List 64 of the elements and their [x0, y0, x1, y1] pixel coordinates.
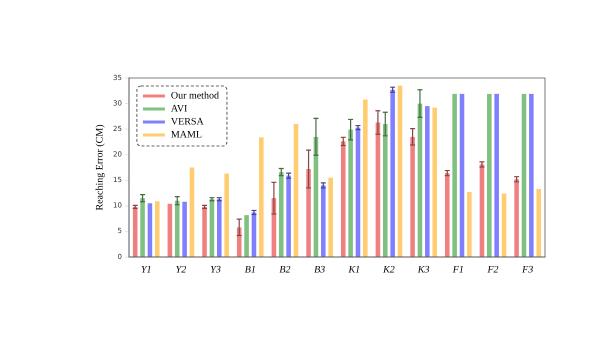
bar	[418, 104, 422, 256]
bar	[174, 200, 180, 256]
bar	[502, 194, 506, 256]
bar	[536, 188, 541, 256]
bar	[202, 206, 207, 256]
bar	[294, 124, 298, 256]
bar	[216, 199, 222, 256]
x-tick-label: K2	[382, 264, 395, 276]
bar	[522, 94, 526, 256]
bar	[340, 141, 346, 256]
bar	[252, 212, 256, 256]
bar	[432, 108, 437, 256]
bar	[382, 124, 388, 256]
x-tick-label: B2	[279, 264, 290, 276]
x-tick-label: F1	[452, 264, 464, 276]
bar	[328, 178, 333, 256]
legend-label: Our method	[170, 90, 219, 102]
x-tick-label: Y2	[176, 264, 186, 276]
x-tick-label: F2	[486, 264, 499, 276]
bar	[363, 99, 368, 256]
bar	[259, 137, 264, 256]
bar	[425, 106, 430, 256]
bar	[182, 202, 187, 256]
x-tick-label: F3	[521, 264, 534, 276]
bar	[132, 206, 138, 256]
x-tick-label: K3	[416, 264, 430, 276]
bar	[286, 176, 291, 256]
bar	[244, 215, 249, 256]
bar	[321, 185, 326, 256]
bar	[314, 136, 318, 256]
legend-label: MAML	[170, 130, 202, 141]
bar	[398, 86, 402, 256]
bar	[356, 128, 360, 256]
bar	[487, 94, 492, 256]
bar	[140, 198, 145, 256]
bar	[452, 94, 457, 256]
y-axis-title: Reaching Error (CM)	[94, 124, 106, 211]
x-tick-label: B3	[314, 264, 326, 276]
bar	[224, 174, 229, 256]
bar	[190, 168, 194, 256]
bar	[210, 199, 214, 256]
x-tick-label: B1	[244, 264, 256, 276]
bar	[460, 94, 464, 256]
bar	[410, 136, 415, 256]
bar	[306, 169, 311, 256]
bar	[278, 172, 284, 256]
bar	[529, 94, 534, 256]
legend-label: VERSA	[170, 116, 204, 128]
bar	[168, 204, 172, 256]
bar	[376, 122, 380, 256]
bar	[480, 164, 484, 256]
legend-label: AVI	[170, 104, 188, 115]
bar	[272, 198, 276, 256]
x-tick-label: Y3	[210, 264, 221, 276]
x-tick-label: K1	[347, 264, 360, 276]
bar	[348, 130, 353, 256]
bar	[444, 173, 450, 256]
bar	[467, 192, 472, 256]
x-tick-label: Y1	[140, 264, 152, 276]
bar	[514, 179, 519, 256]
bar	[155, 201, 160, 256]
bar	[494, 94, 499, 256]
bar	[148, 203, 152, 256]
bar	[390, 90, 395, 256]
